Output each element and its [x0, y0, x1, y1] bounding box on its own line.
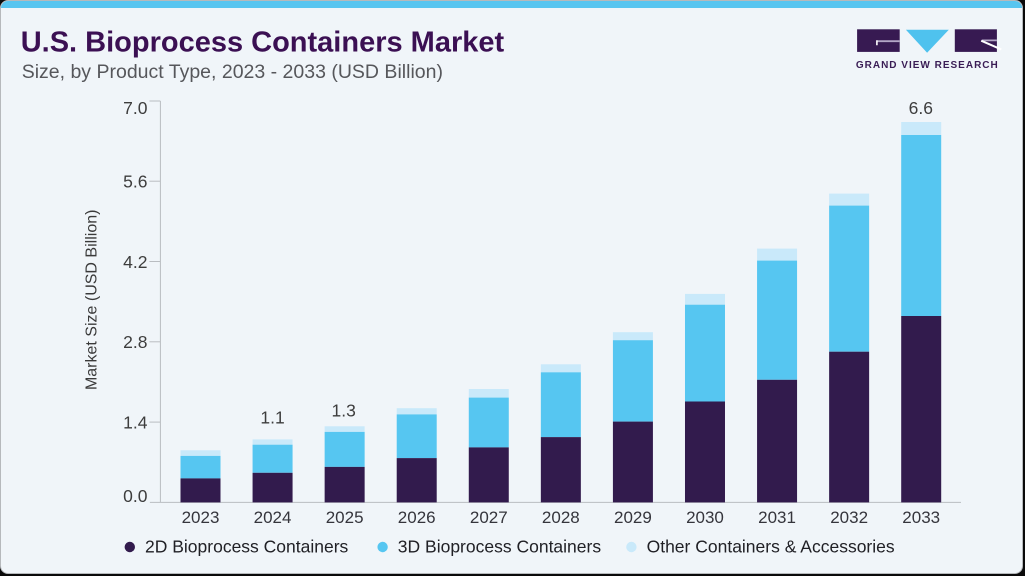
svg-text:4.2: 4.2	[123, 252, 147, 272]
svg-text:2031: 2031	[758, 508, 796, 527]
svg-text:2033: 2033	[902, 508, 940, 527]
svg-text:Size, by Product Type, 2023 -: Size, by Product Type, 2023 - 2033 (USD …	[22, 61, 443, 83]
svg-text:2027: 2027	[470, 508, 508, 527]
svg-text:2025: 2025	[326, 508, 364, 527]
svg-text:1.4: 1.4	[123, 412, 148, 432]
svg-text:U.S. Bioprocess Containers Mar: U.S. Bioprocess Containers Market	[21, 27, 505, 59]
svg-text:2.8: 2.8	[123, 332, 147, 352]
svg-text:2028: 2028	[542, 508, 580, 527]
svg-text:2032: 2032	[830, 508, 868, 527]
svg-text:7.0: 7.0	[123, 98, 148, 118]
svg-text:GRAND VIEW RESEARCH: GRAND VIEW RESEARCH	[856, 60, 999, 71]
svg-text:5.6: 5.6	[123, 172, 147, 192]
svg-text:Market Size (USD Billion): Market Size (USD Billion)	[83, 210, 100, 390]
svg-text:2029: 2029	[614, 508, 652, 527]
svg-text:0.0: 0.0	[123, 486, 148, 506]
svg-text:3D Bioprocess Containers: 3D Bioprocess Containers	[398, 537, 602, 557]
svg-text:1.3: 1.3	[332, 401, 356, 421]
svg-text:2030: 2030	[686, 508, 724, 527]
svg-text:2023: 2023	[182, 508, 220, 527]
svg-text:2D Bioprocess Containers: 2D Bioprocess Containers	[145, 537, 349, 557]
svg-text:2026: 2026	[398, 508, 436, 527]
svg-text:1.1: 1.1	[260, 407, 284, 427]
svg-text:6.6: 6.6	[909, 98, 933, 118]
svg-text:Other Containers & Accessories: Other Containers & Accessories	[647, 537, 895, 557]
svg-text:2024: 2024	[254, 508, 292, 527]
